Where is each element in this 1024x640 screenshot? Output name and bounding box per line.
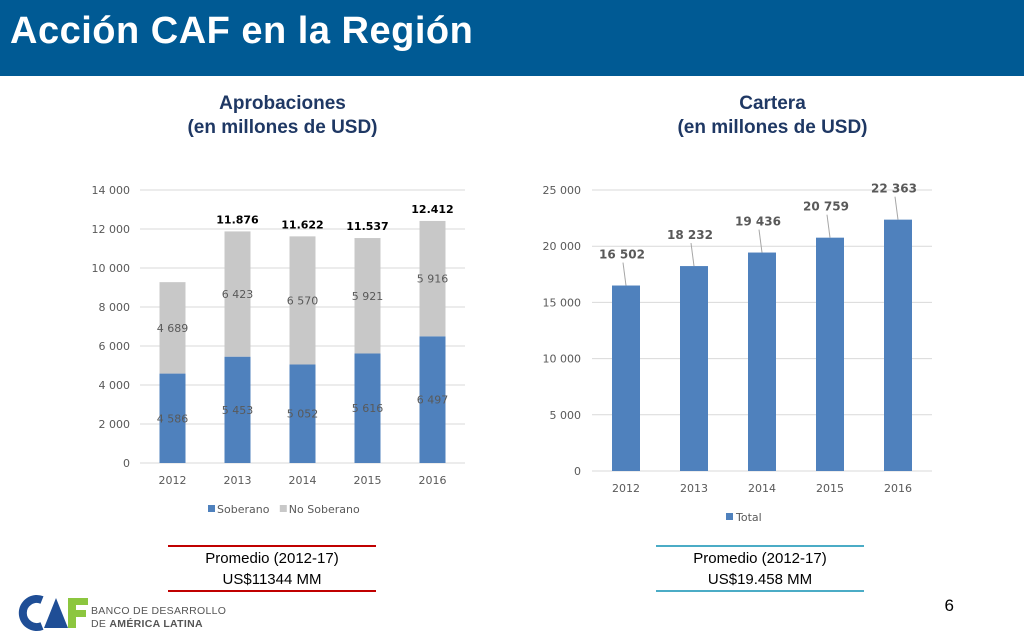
left-average-top-rule (168, 545, 376, 547)
left-data-label: 6 423 (222, 288, 254, 301)
left-total-label: 11.876 (216, 213, 259, 226)
left-data-label: 5 052 (287, 408, 319, 421)
right-label-leader (758, 229, 763, 253)
right-label-leader (690, 243, 695, 267)
left-legend-swatch (208, 505, 215, 512)
left-y-tick-label: 2 000 (99, 418, 131, 431)
right-x-tick-label: 2012 (612, 482, 640, 495)
left-average-value: US$11344 MM (222, 571, 322, 588)
right-chart-title-line2: (en millones de USD) (677, 117, 868, 138)
left-x-tick-label: 2012 (159, 474, 187, 487)
left-y-tick-label: 12 000 (92, 223, 131, 236)
right-bar-total (816, 237, 844, 471)
left-data-label: 4 586 (157, 412, 189, 425)
left-data-label: 5 916 (417, 273, 449, 286)
right-y-tick-label: 20 000 (543, 240, 582, 253)
logo-wordmark: BANCO DE DESARROLLO DE AMÉRICA LATINA (91, 605, 226, 631)
right-bar-total (884, 219, 912, 471)
page-number: 6 (944, 596, 954, 615)
logo-line1: BANCO DE DESARROLLO (91, 605, 227, 617)
left-legend-label: No Soberano (289, 503, 360, 516)
right-chart-title: Cartera (en millones de USD) (630, 92, 915, 140)
left-bar-no-soberano (289, 236, 316, 365)
left-chart-title-line1: Aprobaciones (219, 93, 346, 114)
right-average-box: Promedio (2012-17) US$19.458 MM (656, 548, 864, 590)
right-label-leader (622, 262, 627, 286)
right-average-label: Promedio (2012-17) (693, 550, 827, 567)
left-average-box: Promedio (2012-17) US$11344 MM (168, 548, 376, 590)
right-legend-label: Total (735, 511, 762, 524)
left-data-label: 4 689 (157, 322, 189, 335)
right-x-tick-label: 2016 (884, 482, 912, 495)
right-average-bottom-rule (656, 590, 864, 592)
right-data-label: 20 759 (803, 200, 849, 214)
left-x-tick-label: 2013 (224, 474, 252, 487)
left-average-bottom-rule (168, 590, 376, 592)
left-bar-no-soberano (419, 220, 446, 337)
left-data-label: 6 570 (287, 294, 319, 307)
right-y-tick-label: 5 000 (550, 409, 582, 422)
right-chart-title-line1: Cartera (739, 93, 806, 114)
left-legend-swatch (279, 505, 287, 512)
right-y-tick-label: 15 000 (543, 296, 582, 309)
left-total-label: 12.412 (411, 203, 453, 216)
left-x-tick-label: 2016 (419, 474, 447, 487)
left-data-label: 6 497 (417, 394, 449, 407)
right-average-value: US$19.458 MM (707, 571, 813, 588)
left-data-label: 5 616 (352, 402, 384, 415)
right-data-label: 19 436 (735, 215, 781, 229)
left-bar-no-soberano (224, 231, 251, 357)
left-total-label: 11.537 (346, 220, 388, 233)
right-x-tick-label: 2014 (748, 482, 776, 495)
caf-logo (18, 595, 88, 631)
right-data-label: 18 232 (667, 228, 713, 242)
right-data-label: 16 502 (599, 248, 645, 262)
header-bar: Acción CAF en la Región (0, 0, 1024, 76)
left-chart-title: Aprobaciones (en millones de USD) (140, 92, 425, 140)
logo-line2-prefix: DE (91, 618, 110, 630)
right-x-tick-label: 2013 (680, 482, 708, 495)
left-bar-soberano (159, 373, 186, 463)
left-chart-title-line2: (en millones de USD) (187, 117, 378, 138)
left-y-tick-label: 8 000 (99, 301, 131, 314)
right-y-tick-label: 25 000 (543, 184, 582, 197)
right-bar-total (680, 266, 708, 471)
left-bar-soberano (224, 356, 251, 463)
left-x-tick-label: 2014 (289, 474, 317, 487)
left-y-tick-label: 10 000 (92, 262, 131, 275)
left-y-tick-label: 14 000 (92, 184, 131, 197)
right-label-leader (894, 196, 899, 220)
left-y-tick-label: 6 000 (99, 340, 131, 353)
left-bar-soberano (419, 336, 446, 463)
left-data-label: 5 453 (222, 404, 254, 417)
left-legend-label: Soberano (217, 503, 270, 516)
right-average-top-rule (656, 545, 864, 547)
left-bar-soberano (354, 353, 381, 463)
right-legend-swatch (726, 513, 733, 520)
left-average-label: Promedio (2012-17) (205, 550, 339, 567)
right-data-label: 22 363 (871, 182, 917, 196)
left-x-tick-label: 2015 (354, 474, 382, 487)
left-bar-soberano (289, 364, 316, 463)
left-y-tick-label: 4 000 (99, 379, 131, 392)
right-y-tick-label: 10 000 (543, 353, 582, 366)
left-data-label: 5 921 (352, 290, 384, 303)
right-y-tick-label: 0 (574, 465, 581, 478)
right-bar-total (748, 252, 776, 471)
page-title: Acción CAF en la Región (10, 10, 474, 52)
right-bar-total (612, 285, 640, 471)
left-y-tick-label: 0 (123, 457, 130, 470)
right-label-leader (826, 214, 831, 238)
logo-line2-bold: AMÉRICA LATINA (109, 618, 203, 630)
left-total-label: 11.622 (281, 218, 323, 231)
left-bar-no-soberano (159, 282, 186, 374)
right-x-tick-label: 2015 (816, 482, 844, 495)
left-bar-no-soberano (354, 238, 381, 354)
